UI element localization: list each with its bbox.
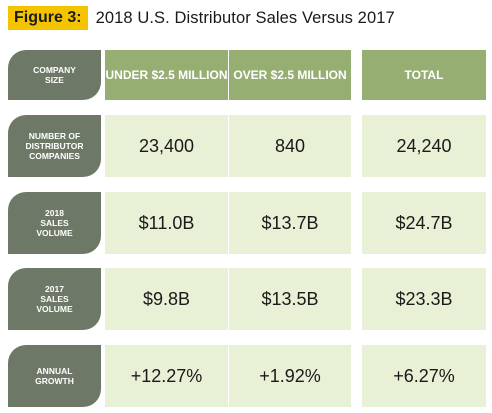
cell-2018-total: $24.7B bbox=[362, 192, 486, 254]
figure-title: Figure 3: 2018 U.S. Distributor Sales Ve… bbox=[8, 6, 395, 30]
cell-companies-total: 24,240 bbox=[362, 115, 486, 177]
row-label-2017-sales: 2017 SALES VOLUME bbox=[8, 268, 101, 330]
col-header-total: TOTAL bbox=[362, 50, 486, 100]
cell-growth-total: +6.27% bbox=[362, 345, 486, 407]
col-header-over: OVER $2.5 MILLION bbox=[229, 50, 351, 100]
cell-2017-total: $23.3B bbox=[362, 268, 486, 330]
row-label-distributor-companies: NUMBER OF DISTRIBUTOR COMPANIES bbox=[8, 115, 101, 177]
cell-2018-under: $11.0B bbox=[105, 192, 228, 254]
row-label-2018-sales: 2018 SALES VOLUME bbox=[8, 192, 101, 254]
col-header-under: UNDER $2.5 MILLION bbox=[105, 50, 228, 100]
cell-growth-over: +1.92% bbox=[229, 345, 351, 407]
cell-companies-over: 840 bbox=[229, 115, 351, 177]
company-size-header: COMPANY SIZE bbox=[8, 50, 101, 100]
figure-label: Figure 3: bbox=[8, 6, 88, 30]
cell-growth-under: +12.27% bbox=[105, 345, 228, 407]
cell-companies-under: 23,400 bbox=[105, 115, 228, 177]
cell-2017-under: $9.8B bbox=[105, 268, 228, 330]
cell-2017-over: $13.5B bbox=[229, 268, 351, 330]
row-label-annual-growth: ANNUAL GROWTH bbox=[8, 345, 101, 407]
cell-2018-over: $13.7B bbox=[229, 192, 351, 254]
figure-title-text: 2018 U.S. Distributor Sales Versus 2017 bbox=[95, 8, 395, 27]
